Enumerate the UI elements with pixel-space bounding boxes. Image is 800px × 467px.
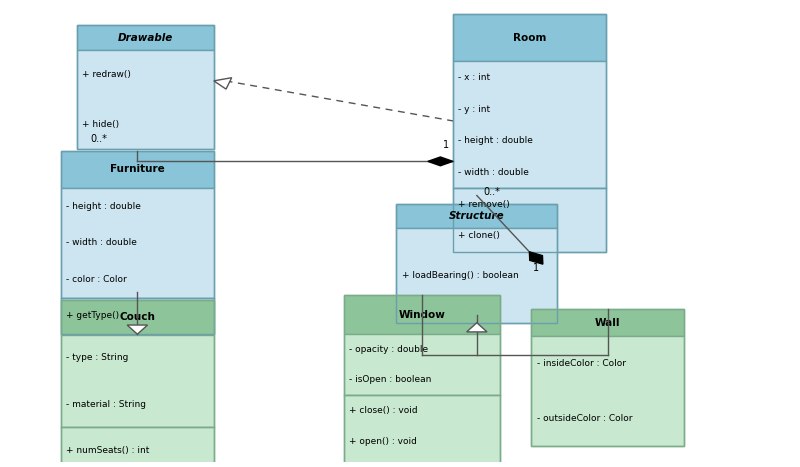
Text: Window: Window xyxy=(398,310,446,319)
Bar xyxy=(531,309,684,446)
Bar xyxy=(343,334,500,395)
Text: Furniture: Furniture xyxy=(110,164,165,175)
Bar xyxy=(397,227,557,323)
Text: + open() : void: + open() : void xyxy=(349,437,417,446)
Bar xyxy=(61,151,214,188)
Text: - outsideColor : Color: - outsideColor : Color xyxy=(537,414,632,424)
Text: + clone(): + clone() xyxy=(458,232,500,241)
Bar xyxy=(531,336,684,446)
Bar xyxy=(531,309,684,336)
Text: 0..*: 0..* xyxy=(90,134,107,144)
Bar xyxy=(343,295,500,334)
Bar xyxy=(343,395,500,467)
Text: - insideColor : Color: - insideColor : Color xyxy=(537,360,626,368)
Text: Structure: Structure xyxy=(449,211,505,220)
Bar xyxy=(453,62,606,188)
Bar xyxy=(61,300,214,335)
Text: Couch: Couch xyxy=(119,312,155,322)
Bar xyxy=(453,14,606,252)
Polygon shape xyxy=(127,325,147,334)
Text: - height : double: - height : double xyxy=(66,202,142,211)
Bar xyxy=(77,50,214,149)
Bar xyxy=(453,188,606,252)
Bar xyxy=(61,297,214,334)
Text: - material : String: - material : String xyxy=(66,400,146,409)
Bar xyxy=(61,188,214,297)
Bar xyxy=(77,25,214,149)
Text: - height : double: - height : double xyxy=(458,136,534,145)
Text: + redraw(): + redraw() xyxy=(82,70,131,79)
Text: 1: 1 xyxy=(534,263,539,273)
Text: - x : int: - x : int xyxy=(458,73,490,82)
Polygon shape xyxy=(530,252,543,264)
Bar xyxy=(77,25,214,50)
Text: Wall: Wall xyxy=(595,318,621,328)
Text: - color : Color: - color : Color xyxy=(66,275,127,284)
Polygon shape xyxy=(428,157,453,166)
Polygon shape xyxy=(466,323,487,332)
Text: - y : int: - y : int xyxy=(458,105,490,113)
Bar xyxy=(61,300,214,467)
Text: - opacity : double: - opacity : double xyxy=(349,345,428,354)
Bar xyxy=(397,204,557,323)
Text: - type : String: - type : String xyxy=(66,354,129,362)
Text: - width : double: - width : double xyxy=(458,168,530,177)
Text: - width : double: - width : double xyxy=(66,238,138,247)
Bar xyxy=(61,151,214,334)
Bar xyxy=(397,204,557,227)
Text: + close() : void: + close() : void xyxy=(349,406,418,415)
Text: + loadBearing() : boolean: + loadBearing() : boolean xyxy=(402,271,518,280)
Text: - isOpen : boolean: - isOpen : boolean xyxy=(349,375,431,384)
Text: + numSeats() : int: + numSeats() : int xyxy=(66,446,150,455)
Text: + getType(): + getType() xyxy=(66,311,119,320)
Text: Drawable: Drawable xyxy=(118,33,173,42)
Bar xyxy=(343,295,500,467)
Polygon shape xyxy=(214,78,232,89)
Bar xyxy=(453,14,606,62)
Text: Room: Room xyxy=(513,33,546,42)
Text: + remove(): + remove() xyxy=(458,200,510,209)
Text: 0..*: 0..* xyxy=(483,187,500,197)
Text: + hide(): + hide() xyxy=(82,120,119,128)
Bar xyxy=(61,427,214,467)
Text: 1: 1 xyxy=(443,140,449,150)
Bar xyxy=(61,335,214,427)
